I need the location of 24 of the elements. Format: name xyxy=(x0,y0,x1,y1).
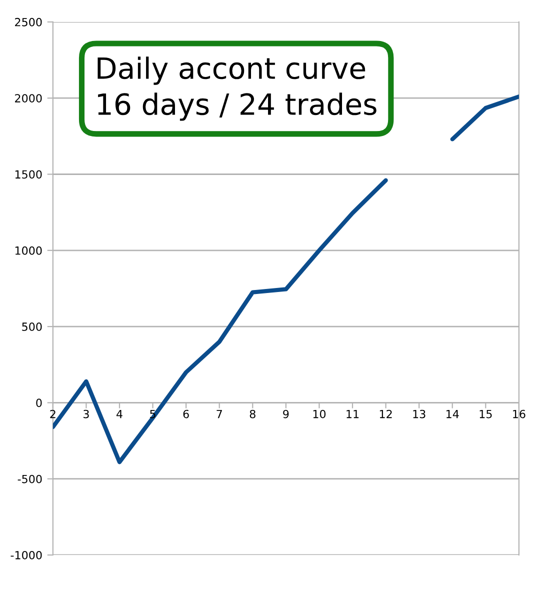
x-tick-label: 7 xyxy=(216,410,222,418)
text: 16 days / 24 trades xyxy=(98,92,376,121)
x-tick-label: 10 xyxy=(313,410,326,418)
x-tick-label: 9 xyxy=(283,410,289,418)
x-tick-label: 8 xyxy=(250,410,256,418)
x-tick-label: 12 xyxy=(380,410,392,418)
x-tick-label: 13 xyxy=(413,410,426,418)
x-tick-label: 4 xyxy=(116,410,122,418)
x-tick-label: 11 xyxy=(346,410,359,418)
x-tick-label: 16 xyxy=(513,410,526,418)
y-tick-label: 1500 xyxy=(15,170,42,179)
y-tick-label: -1000 xyxy=(10,550,42,560)
x-tick-label: 15 xyxy=(480,410,492,418)
x-tick-label: 3 xyxy=(84,410,89,418)
y-tick-label: 2500 xyxy=(15,18,42,26)
text: Daily accont curve xyxy=(98,56,366,85)
y-tick-label: 0 xyxy=(36,398,42,408)
x-tick-label: 6 xyxy=(183,410,189,418)
x-tick-label: 2 xyxy=(50,410,56,418)
y-tick-label: 2000 xyxy=(15,94,42,102)
y-tick-label: 1000 xyxy=(15,246,42,255)
x-tick-label: 14 xyxy=(446,410,459,418)
y-tick-label: -500 xyxy=(18,474,42,484)
y-tick-label: 500 xyxy=(22,322,42,331)
